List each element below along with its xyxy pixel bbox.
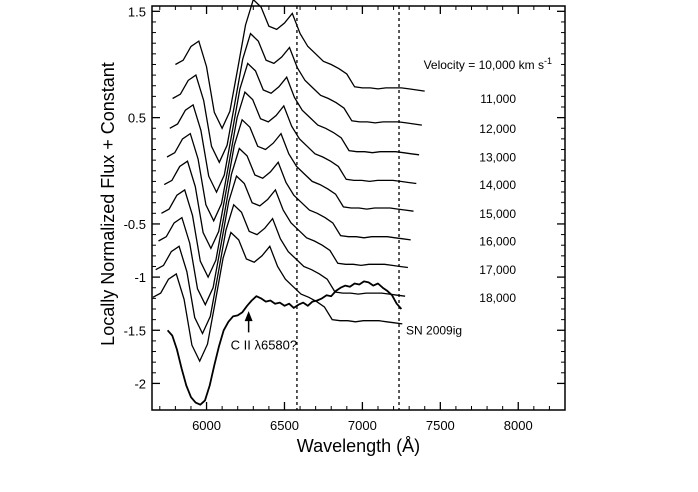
observed-spectrum-group (166, 280, 403, 406)
model-spectrum-16000 (158, 174, 408, 307)
x-tick-label: 7500 (426, 418, 455, 433)
y-tick-label: -0.5 (124, 217, 146, 232)
observed-spectrum (166, 280, 403, 406)
velocity-labels: Velocity = 10,000 km s-1 11,000 12,000 13,0… (424, 56, 552, 305)
annotation-group: C II λ6580? SN 2009ig (231, 311, 462, 352)
y-tick-label: 1.5 (128, 4, 146, 19)
model-spectrum-10000 (175, 0, 425, 130)
velocity-label-14000: 14,000 (479, 178, 516, 192)
model-spectra (152, 0, 425, 363)
model-spectrum-12000 (169, 62, 420, 194)
x-tick-label: 8000 (504, 418, 533, 433)
model-spectrum-18000 (152, 231, 403, 363)
y-axis-label: Locally Normalized Flux + Constant (98, 62, 118, 346)
velocity-label-16000: 16,000 (479, 235, 516, 249)
cii-arrow-head (244, 311, 253, 322)
x-tick-label: 6500 (270, 418, 299, 433)
model-spectrum-13000 (166, 90, 417, 223)
y-axis-ticks: 1.5 0.5 -0.5 -1 -1.5 -2 (124, 4, 565, 391)
x-tick-label: 7000 (348, 418, 377, 433)
y-tick-label: -1.5 (124, 323, 146, 338)
reference-lines (296, 6, 400, 410)
velocity-label-17000: 17,000 (479, 263, 516, 277)
model-spectrum-11000 (172, 32, 422, 164)
velocity-label-13000: 13,000 (479, 151, 516, 165)
plot-frame (151, 5, 566, 411)
x-axis-ticks: 6000 6500 7000 7500 8000 (159, 6, 566, 433)
velocity-label-11000: 11,000 (480, 92, 516, 106)
observed-spectrum-label: SN 2009ig (406, 323, 462, 337)
y-tick-label: -2 (134, 376, 146, 391)
cii-annotation-label: C II λ6580? (231, 337, 297, 352)
velocity-label-12000: 12,000 (479, 122, 516, 136)
model-spectrum-15000 (161, 147, 411, 279)
model-spectrum-17000 (155, 203, 406, 336)
x-tick-label: 6000 (192, 418, 221, 433)
model-spectrum-14000 (163, 118, 414, 250)
x-axis-label: Wavelength (Å) (297, 436, 420, 456)
y-tick-label: 0.5 (128, 111, 146, 126)
velocity-label-10000: Velocity = 10,000 km s-1 (424, 56, 552, 72)
velocity-label-15000: 15,000 (479, 207, 516, 221)
velocity-label-18000: 18,000 (479, 291, 516, 305)
y-tick-label: -1 (134, 270, 146, 285)
